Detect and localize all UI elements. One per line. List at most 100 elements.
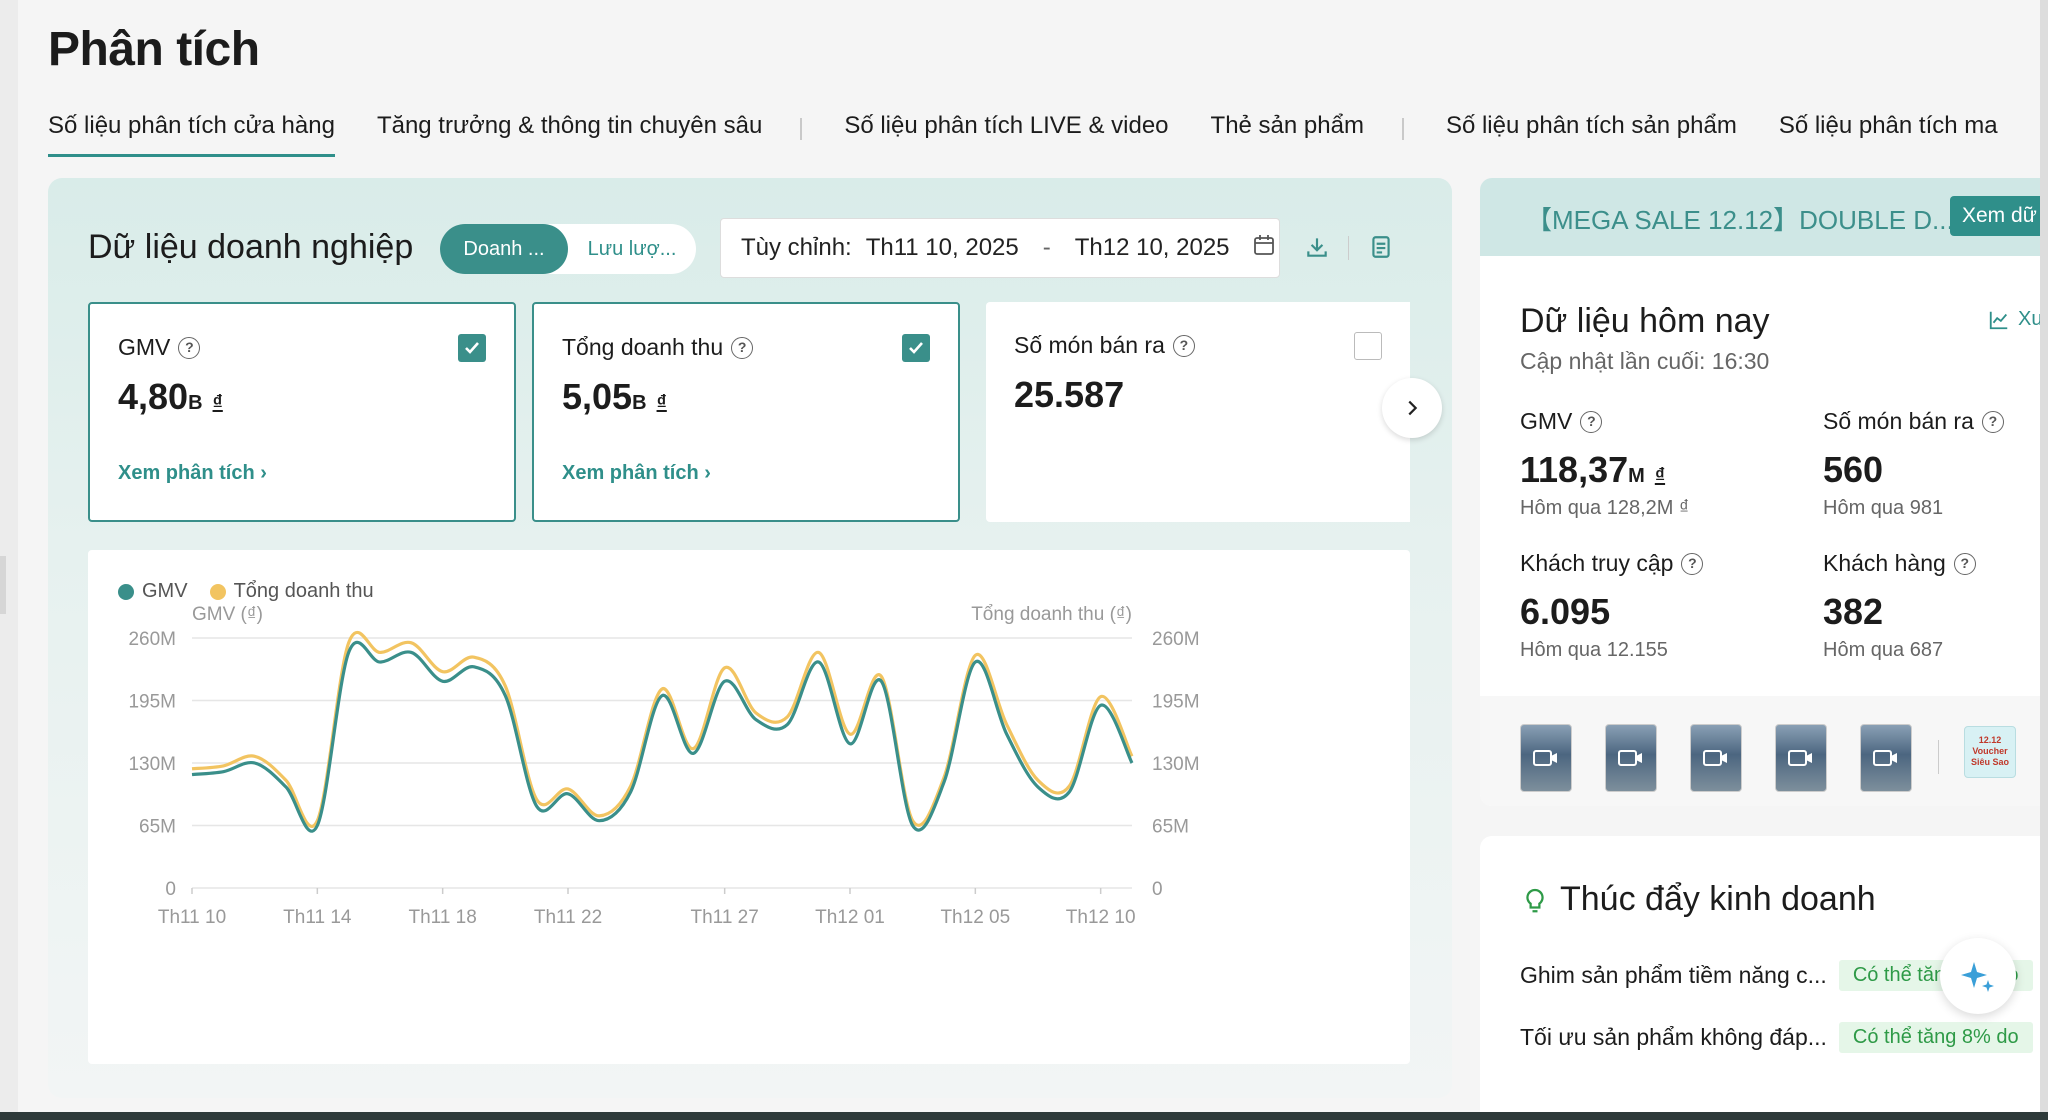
date-from: Th11 10, 2025: [865, 234, 1019, 261]
metric-name: Số món bán ra?: [1014, 332, 1195, 359]
tab-live-video[interactable]: Số liệu phân tích LIVE & video: [844, 112, 1169, 139]
x-tick-label: Th11 14: [283, 907, 352, 928]
boost-tag: Có thể tăng 8% do: [1838, 1022, 2033, 1053]
video-icon: [1788, 750, 1812, 766]
tab-product-card[interactable]: Thẻ sản phẩm: [1210, 112, 1364, 139]
y2-tick-label: 65M: [1152, 817, 1189, 838]
legend-item-gmv[interactable]: GMV: [118, 580, 188, 603]
x-tick-label: Th11 10: [158, 907, 226, 928]
today-stat-visitors: Khách truy cập? 6.095 Hôm qua 12.155: [1520, 550, 1704, 662]
taskbar-strip: [0, 1112, 2048, 1120]
voucher-thumbnail[interactable]: 12.12 Voucher Siêu Sao: [1964, 726, 2016, 778]
help-icon[interactable]: ?: [1981, 410, 2004, 433]
y2-axis-label: Tổng doanh thu (₫): [971, 604, 1132, 625]
toggle-traffic[interactable]: Lưu lượ...: [587, 238, 677, 260]
calendar-icon: [1252, 233, 1276, 264]
lightbulb-icon: [1526, 888, 1544, 912]
promo-banner: 【MEGA SALE 12.12】DOUBLE D... Xem dữ l: [1480, 178, 2048, 256]
tab-store-analytics[interactable]: Số liệu phân tích cửa hàng: [48, 112, 335, 157]
date-separator: -: [1042, 234, 1051, 261]
boost-suggestion[interactable]: Tối ưu sản phẩm không đáp... Có thể tăng …: [1520, 1022, 2033, 1053]
x-tick-label: Th11 18: [409, 907, 477, 928]
promo-view-button[interactable]: Xem dữ l: [1950, 196, 2048, 236]
ai-assistant-button[interactable]: [1940, 938, 2016, 1014]
help-icon[interactable]: ?: [178, 336, 201, 359]
stat-name: Số món bán ra?: [1823, 408, 2004, 435]
y2-tick-label: 195M: [1152, 692, 1200, 713]
today-stat-customers: Khách hàng? 382 Hôm qua 687: [1823, 550, 1976, 662]
stat-yesterday: Hôm qua 128,2M ₫: [1520, 497, 1690, 519]
trend-chart-icon: [1989, 311, 2008, 329]
boost-suggestion[interactable]: Ghim sản phẩm tiềm năng c... Có thể tăng …: [1520, 960, 2033, 991]
stat-value: 382: [1823, 591, 1884, 632]
left-edge-marker: [0, 556, 6, 614]
metric-card-items-sold[interactable]: Số món bán ra? 25.587: [986, 302, 1410, 522]
gmv-series-line: [191, 641, 1134, 833]
x-tick-label: Th11 27: [691, 907, 759, 928]
tab-divider: [1401, 118, 1404, 140]
view-analysis-link[interactable]: Xem phân tích ›: [118, 462, 267, 484]
video-icon: [1703, 750, 1727, 766]
help-icon[interactable]: ?: [1172, 334, 1195, 357]
promo-banner-text: 【MEGA SALE 12.12】DOUBLE D...: [1526, 205, 1954, 235]
video-thumbnail[interactable]: [1605, 724, 1657, 792]
tab-product-analytics[interactable]: Số liệu phân tích sản phẩm: [1445, 112, 1737, 139]
legend-item-revenue[interactable]: Tổng doanh thu: [209, 580, 374, 603]
video-thumbnail[interactable]: [1860, 724, 1912, 792]
report-icon[interactable]: [1368, 234, 1396, 262]
help-icon[interactable]: ?: [731, 336, 754, 359]
next-metrics-button[interactable]: [1382, 378, 1442, 438]
metric-card-revenue[interactable]: Tổng doanh thu? 5,05B ₫ Xem phân tích ›: [532, 302, 960, 522]
y2-tick-label: 130M: [1152, 754, 1200, 775]
metric-name: Tổng doanh thu?: [562, 334, 754, 361]
y-tick-label: 195M: [128, 692, 176, 713]
page-scrollbar[interactable]: [2040, 0, 2048, 1112]
download-icon[interactable]: [1304, 234, 1332, 262]
sparkle-icon: [1961, 962, 1994, 992]
stat-yesterday: Hôm qua 687: [1823, 639, 1944, 661]
date-range-picker[interactable]: Tùy chỉnh: Th11 10, 2025 - Th12 10, 2025: [720, 218, 1280, 278]
revenue-series-line: [191, 631, 1134, 828]
toggle-revenue[interactable]: Doanh ...: [440, 224, 568, 274]
video-thumbnail[interactable]: [1775, 724, 1827, 792]
metric-checkbox[interactable]: [1354, 332, 1382, 360]
stat-yesterday: Hôm qua 12.155: [1520, 639, 1668, 661]
trend-link[interactable]: Xu: [1988, 308, 2042, 331]
y2-tick-label: 260M: [1152, 629, 1200, 650]
x-tick-label: Th12 05: [940, 907, 1010, 928]
stat-name: Khách hàng?: [1823, 550, 1976, 577]
help-icon[interactable]: ?: [1953, 552, 1976, 575]
metric-checkbox[interactable]: [458, 334, 486, 362]
business-data-card: Dữ liệu doanh nghiệp Doanh ... Lưu lượ..…: [48, 178, 1452, 1098]
data-type-toggle: Doanh ... Lưu lượ...: [440, 224, 696, 274]
today-title: Dữ liệu hôm nay: [1520, 302, 1770, 340]
stat-value: 6.095: [1520, 591, 1611, 632]
metric-name: GMV?: [118, 334, 201, 361]
x-tick-label: Th12 01: [815, 907, 885, 928]
view-analysis-link[interactable]: Xem phân tích ›: [562, 462, 711, 484]
metric-card-gmv[interactable]: GMV? 4,80B ₫ Xem phân tích ›: [88, 302, 516, 522]
chart-legend: GMV Tổng doanh thu: [118, 580, 374, 603]
stat-value: 118,37M ₫: [1520, 449, 1666, 490]
today-stat-gmv: GMV? 118,37M ₫ Hôm qua 128,2M ₫: [1520, 408, 1689, 520]
toolbar-divider: [1348, 236, 1349, 260]
last-updated: Cập nhật lần cuối: 16:30: [1520, 348, 1770, 374]
metric-value: 5,05B ₫: [562, 376, 667, 417]
video-thumbnail[interactable]: [1690, 724, 1742, 792]
video-icon: [1533, 750, 1557, 766]
help-icon[interactable]: ?: [1580, 410, 1603, 433]
stat-yesterday: Hôm qua 981: [1823, 497, 1944, 519]
video-icon: [1873, 750, 1897, 766]
business-data-title: Dữ liệu doanh nghiệp: [88, 228, 414, 266]
tab-growth-insights[interactable]: Tăng trưởng & thông tin chuyên sâu: [376, 112, 763, 139]
today-data-card: Dữ liệu hôm nay Cập nhật lần cuối: 16:30…: [1480, 256, 2048, 806]
metric-value: 4,80B ₫: [118, 376, 223, 417]
stat-value: 560: [1823, 449, 1884, 490]
help-icon[interactable]: ?: [1681, 552, 1704, 575]
today-stat-items: Số món bán ra? 560 Hôm qua 981: [1823, 408, 2004, 520]
video-thumbnail[interactable]: [1520, 724, 1572, 792]
tab-marketing-analytics[interactable]: Số liệu phân tích ma: [1778, 112, 1998, 139]
stat-name: Khách truy cập?: [1520, 550, 1704, 577]
metric-checkbox[interactable]: [902, 334, 930, 362]
y-tick-label: 0: [165, 879, 176, 900]
